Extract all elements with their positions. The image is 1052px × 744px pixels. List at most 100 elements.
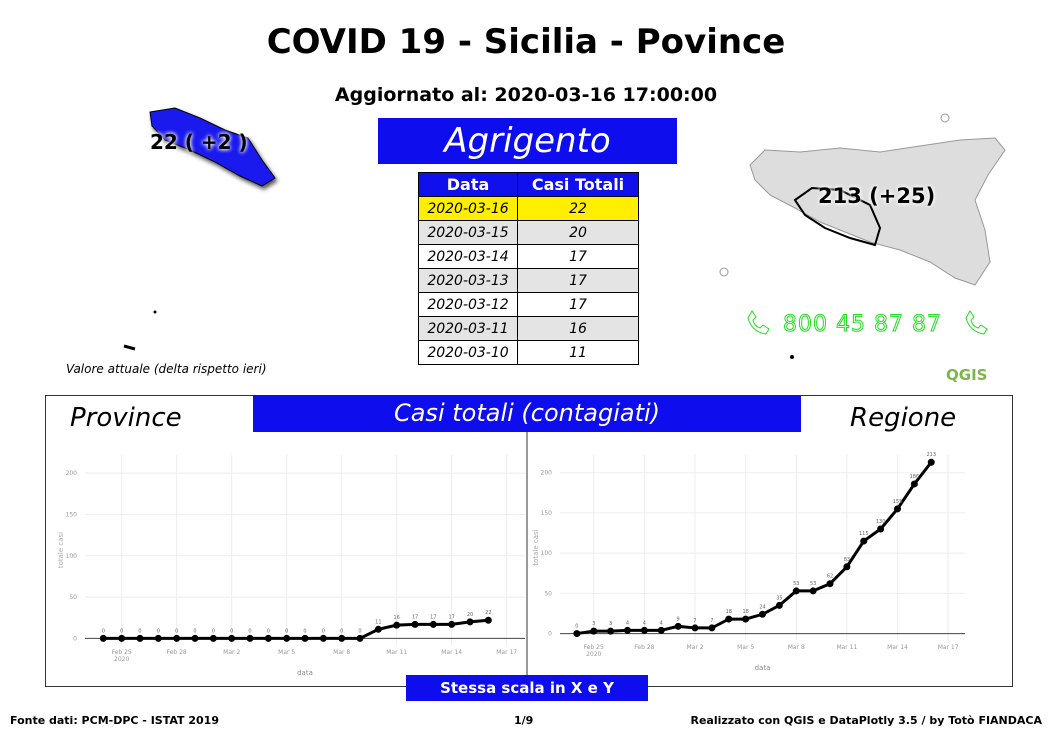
y-axis-label: totale casi: [57, 532, 65, 568]
left-title: Province: [70, 403, 182, 433]
x-tick-label: Mar 14: [441, 649, 462, 656]
table-cell: 11: [517, 340, 639, 365]
table-cell: 2020-03-12: [418, 292, 518, 317]
x-tick-label: Mar 8: [788, 644, 805, 651]
data-label: 0: [340, 628, 343, 634]
data-label: 0: [102, 628, 105, 634]
map-caption: Valore attuale (delta rispetto ieri): [66, 362, 267, 376]
data-label: 3: [609, 621, 612, 627]
data-label: 0: [248, 628, 251, 634]
table-cell: 2020-03-13: [418, 268, 518, 293]
data-label: 115: [859, 531, 869, 537]
point: [466, 618, 474, 626]
point: [826, 580, 834, 588]
x-tick-label: Mar 8: [333, 649, 350, 656]
point: [356, 634, 364, 642]
point: [894, 505, 901, 513]
province-map-label: 22 ( +2 ): [150, 130, 248, 154]
point: [374, 625, 382, 633]
x-tick-label: Mar 2: [223, 649, 240, 656]
point: [319, 634, 327, 642]
y-tick-label: 100: [541, 550, 553, 557]
table-row: 2020-03-12 17: [418, 292, 639, 317]
phone-icon: [747, 310, 770, 335]
x-axis-label: data: [755, 664, 771, 672]
data-label: 186: [910, 474, 920, 480]
data-label: 18: [726, 609, 732, 615]
region-map-label: 213 (+25): [818, 184, 936, 208]
point: [154, 634, 162, 642]
x-tick-label: Mar 17: [938, 644, 959, 651]
table-cell: 2020-03-10: [418, 340, 518, 365]
table-header: Data Casi Totali: [418, 172, 639, 197]
point: [99, 634, 107, 642]
point: [338, 634, 346, 642]
x-tick-label: Mar 11: [386, 649, 407, 656]
island: [790, 355, 794, 359]
point: [657, 626, 665, 634]
phone-icon: [965, 310, 988, 335]
x-tick-label: Mar 5: [278, 649, 295, 656]
data-label: 11: [375, 619, 381, 625]
point: [228, 634, 236, 642]
point: [429, 620, 437, 628]
table-cell: 17: [517, 292, 639, 317]
data-label: 0: [322, 628, 325, 634]
point: [640, 626, 648, 634]
point: [759, 610, 766, 618]
data-label: 16: [393, 615, 399, 621]
data-label: 4: [643, 620, 646, 626]
page-number: 1/9: [514, 714, 534, 727]
point: [775, 601, 783, 609]
y-tick-label: 0: [73, 635, 77, 642]
scale-note: Stessa scala in X e Y: [406, 675, 648, 701]
x-tick-label: Mar 11: [836, 644, 857, 651]
province-map: [149, 107, 276, 187]
y-tick-label: 100: [66, 553, 78, 560]
data-label: 0: [120, 628, 123, 634]
point: [448, 620, 456, 628]
table-row: 2020-03-15 20: [418, 220, 639, 245]
point: [246, 634, 254, 642]
point: [742, 615, 750, 623]
data-label: 130: [876, 519, 886, 525]
line: [103, 618, 489, 640]
data-label: 0: [212, 628, 215, 634]
data-label: 0: [285, 628, 288, 634]
data-label: 22: [485, 610, 491, 616]
point: [301, 634, 309, 642]
data-label: 18: [742, 609, 748, 615]
data-label: 155: [893, 499, 903, 505]
island: [719, 267, 729, 277]
point: [910, 480, 918, 488]
y-axis-label: totale casi: [532, 529, 540, 565]
table-cell: 17: [517, 268, 639, 293]
region-map: [749, 137, 1006, 286]
data-label: 62: [827, 574, 833, 580]
point: [191, 634, 199, 642]
data-label: 17: [412, 614, 418, 620]
point: [708, 624, 716, 632]
point: [118, 634, 126, 642]
point: [136, 634, 144, 642]
data-label: 24: [759, 604, 765, 610]
province-name: Agrigento: [378, 118, 677, 164]
province-outline: [793, 186, 882, 247]
table-cell: 2020-03-15: [418, 220, 518, 245]
table-row: 2020-03-16 22: [418, 196, 639, 221]
column-header: Casi Totali: [517, 172, 639, 197]
data-label: 0: [575, 624, 578, 630]
point: [173, 634, 181, 642]
x-tick-label: Feb 25 2020: [112, 649, 132, 663]
table-cell: 2020-03-11: [418, 316, 518, 341]
data-label: 4: [626, 620, 629, 626]
point: [809, 587, 817, 595]
point: [792, 587, 800, 595]
y-tick-label: 150: [541, 510, 553, 517]
credit: Realizzato con QGIS e DataPlotly 3.5 / b…: [690, 714, 1042, 727]
point: [860, 537, 868, 545]
data-label: 9: [677, 616, 680, 622]
